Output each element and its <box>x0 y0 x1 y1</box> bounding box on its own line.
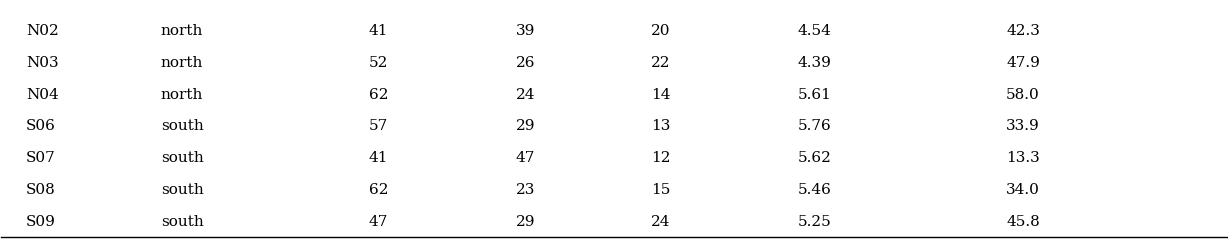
Text: S06: S06 <box>26 120 55 133</box>
Text: S09: S09 <box>26 215 55 229</box>
Text: north: north <box>161 24 203 38</box>
Text: 14: 14 <box>651 88 670 102</box>
Text: south: south <box>161 183 204 197</box>
Text: 26: 26 <box>516 56 535 70</box>
Text: 62: 62 <box>368 183 388 197</box>
Text: 57: 57 <box>368 120 388 133</box>
Text: N04: N04 <box>26 88 59 102</box>
Text: 24: 24 <box>651 215 670 229</box>
Text: south: south <box>161 215 204 229</box>
Text: 20: 20 <box>651 24 670 38</box>
Text: 45.8: 45.8 <box>1006 215 1040 229</box>
Text: south: south <box>161 120 204 133</box>
Text: 13.3: 13.3 <box>1006 151 1040 165</box>
Text: 47.9: 47.9 <box>1006 56 1040 70</box>
Text: 58.0: 58.0 <box>1006 88 1040 102</box>
Text: 29: 29 <box>516 120 535 133</box>
Text: 41: 41 <box>368 24 388 38</box>
Text: S07: S07 <box>26 151 55 165</box>
Text: south: south <box>161 151 204 165</box>
Text: 34.0: 34.0 <box>1006 183 1040 197</box>
Text: 62: 62 <box>368 88 388 102</box>
Text: 5.76: 5.76 <box>798 120 831 133</box>
Text: 23: 23 <box>516 183 535 197</box>
Text: 22: 22 <box>651 56 670 70</box>
Text: 4.39: 4.39 <box>798 56 831 70</box>
Text: 5.46: 5.46 <box>798 183 831 197</box>
Text: north: north <box>161 88 203 102</box>
Text: 47: 47 <box>516 151 535 165</box>
Text: 24: 24 <box>516 88 535 102</box>
Text: 5.25: 5.25 <box>798 215 831 229</box>
Text: 5.62: 5.62 <box>798 151 831 165</box>
Text: north: north <box>161 56 203 70</box>
Text: S08: S08 <box>26 183 55 197</box>
Text: 47: 47 <box>368 215 388 229</box>
Text: 52: 52 <box>368 56 388 70</box>
Text: 42.3: 42.3 <box>1006 24 1040 38</box>
Text: 13: 13 <box>651 120 670 133</box>
Text: 39: 39 <box>516 24 535 38</box>
Text: 33.9: 33.9 <box>1006 120 1040 133</box>
Text: 15: 15 <box>651 183 670 197</box>
Text: 12: 12 <box>651 151 670 165</box>
Text: N02: N02 <box>26 24 59 38</box>
Text: N03: N03 <box>26 56 59 70</box>
Text: 5.61: 5.61 <box>798 88 831 102</box>
Text: 29: 29 <box>516 215 535 229</box>
Text: 4.54: 4.54 <box>798 24 831 38</box>
Text: 41: 41 <box>368 151 388 165</box>
